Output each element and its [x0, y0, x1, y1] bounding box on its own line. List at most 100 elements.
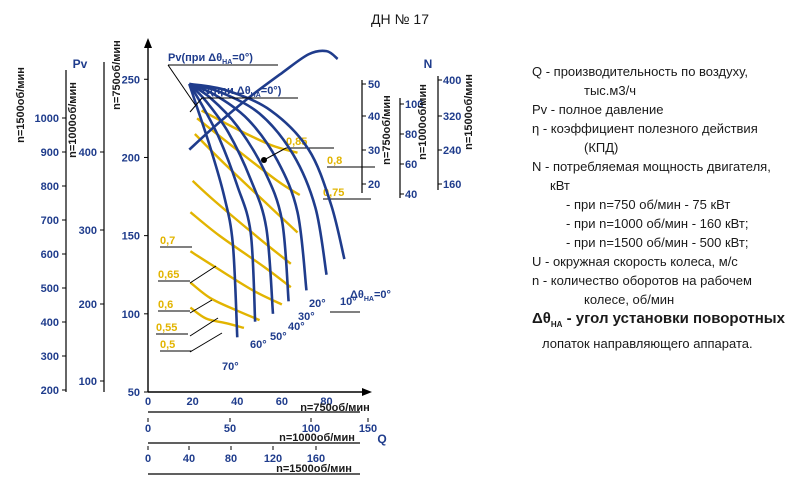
y-axis-label-1000: n=1000об/мин	[67, 82, 79, 158]
y-tick-label-1500: 500	[41, 283, 59, 295]
angle-label: 10°	[340, 296, 357, 308]
y-tick-label-1500: 700	[41, 215, 59, 227]
y-axis-title: Pv	[73, 57, 88, 71]
right-axis-label-750: n=750об/мин	[381, 95, 393, 165]
pv-curve-label: Pv(при ΔθНА=0°)	[168, 52, 253, 66]
x-tick-label-1500: 40	[183, 453, 195, 465]
angle-label: 50°	[270, 331, 287, 343]
chart-title: ДН № 17	[371, 11, 429, 27]
right-tick-label-1000: 100	[405, 99, 423, 111]
x-tick-label-750: 0	[145, 396, 151, 408]
pressure-curve	[188, 83, 275, 314]
legend-row: N - потребляемая мощность двигателя,	[532, 159, 771, 174]
legend-row: - при n=1000 об/мин - 160 кВт;	[566, 216, 749, 231]
pv-sub: НА	[222, 59, 232, 66]
right-axis-label-1500: n=1500об/мин	[463, 74, 475, 150]
y-tick-label-1500: 800	[41, 181, 59, 193]
efficiency-label: 0,8	[327, 155, 342, 167]
x-axis-arrow	[362, 388, 372, 396]
y-axis-label-1500: n=1500об/мин	[15, 67, 27, 143]
legend-row: лопаток направляющего аппарата.	[542, 336, 753, 351]
right-tick-label-1500: 240	[443, 145, 461, 157]
y-tick-label-1000: 300	[79, 225, 97, 237]
x-tick-label-1500: 160	[307, 453, 325, 465]
x-tick-label-750: 20	[187, 396, 199, 408]
n-sub: НА	[251, 92, 261, 99]
theta-label: ΔθНА=0°	[350, 289, 391, 303]
y-axis-arrow	[144, 38, 152, 48]
y-tick-label: 250	[122, 74, 140, 86]
right-tick-label-750: 40	[368, 111, 380, 123]
angle-label: 60°	[250, 339, 267, 351]
n-label-leader	[189, 97, 203, 113]
x-axis-title: Q	[377, 432, 386, 446]
y-tick-label-1500: 200	[41, 385, 59, 397]
pressure-curve	[188, 83, 257, 322]
y-axis-label-750: n=750об/мин	[111, 40, 123, 110]
theta-tail: =0°	[374, 289, 391, 301]
right-tick-label-1500: 400	[443, 75, 461, 87]
y-tick-label-1000: 100	[79, 376, 97, 388]
y-tick-label-1500: 1000	[35, 113, 59, 125]
legend-row: тыс.м3/ч	[584, 83, 636, 98]
y-tick-label-1500: 400	[41, 317, 59, 329]
y-tick-label-1000: 200	[79, 299, 97, 311]
efficiency-curve	[191, 180, 292, 265]
efficiency-label: 0,6	[158, 299, 173, 311]
legend-row: - при n=750 об/мин - 75 кВт	[566, 197, 731, 212]
efficiency-curve	[200, 109, 298, 154]
angle-label: 30°	[298, 311, 315, 323]
x-tick-label-750: 40	[231, 396, 243, 408]
efficiency-leader	[189, 317, 219, 337]
y-tick-label: 100	[122, 309, 140, 321]
legend-row: Pv - полное давление	[532, 102, 664, 117]
efficiency-label: 0,65	[158, 269, 179, 281]
angle-label: 40°	[288, 321, 305, 333]
pv-tail: =0°)	[232, 52, 253, 64]
legend-row: колесе, об/мин	[584, 292, 675, 307]
x-tick-label-1000: 0	[145, 423, 151, 435]
legend-row: ΔθНА - угол установки поворотных	[532, 309, 794, 334]
y-tick-label: 50	[128, 387, 140, 399]
legend-text: - угол установки поворотных	[562, 310, 785, 327]
x-axis-label-1000: n=1000об/мин	[279, 432, 355, 444]
angle-label: 20°	[309, 298, 326, 310]
n-tail: =0°)	[261, 85, 282, 97]
angle-label: 70°	[222, 361, 239, 373]
x-tick-label-1000: 150	[359, 423, 377, 435]
y-tick-label: 200	[122, 152, 140, 164]
power-curve	[188, 49, 339, 151]
efficiency-label: 0,7	[160, 235, 175, 247]
legend-row: (КПД)	[584, 140, 619, 155]
x-tick-label-750: 80	[320, 396, 332, 408]
x-axis-label-1500: n=1500об/мин	[276, 463, 352, 475]
x-tick-label-1500: 80	[225, 453, 237, 465]
pressure-curve	[188, 82, 308, 291]
right-tick-label-750: 20	[368, 179, 380, 191]
x-tick-label-750: 60	[276, 396, 288, 408]
pressure-curve	[188, 82, 328, 275]
legend-row: - при n=1500 об/мин - 500 кВт;	[566, 235, 749, 250]
legend-panel: Q - производительность по воздуху, тыс.м3…	[532, 62, 794, 353]
right-tick-label-1500: 320	[443, 111, 461, 123]
efficiency-curve	[189, 281, 261, 322]
y-tick-label-1000: 400	[79, 147, 97, 159]
x-tick-label-1500: 0	[145, 453, 151, 465]
pressure-curve	[188, 83, 239, 338]
y-tick-label-1500: 300	[41, 351, 59, 363]
efficiency-leader	[189, 299, 213, 314]
legend-sub: НА	[550, 320, 563, 329]
legend-row: кВт	[550, 178, 570, 193]
y-tick-label-1500: 600	[41, 249, 59, 261]
x-tick-label-1500: 120	[264, 453, 282, 465]
pressure-curve	[189, 82, 346, 260]
legend-row: n - количество оборотов на рабочем	[532, 273, 752, 288]
power-marker-leader	[263, 147, 287, 161]
efficiency-leader	[189, 265, 217, 284]
right-axis-title: N	[424, 57, 433, 71]
x-tick-label-1000: 50	[224, 423, 236, 435]
efficiency-leader	[189, 332, 223, 353]
right-tick-label-1000: 40	[405, 189, 417, 201]
efficiency-label: 0,5	[160, 339, 175, 351]
